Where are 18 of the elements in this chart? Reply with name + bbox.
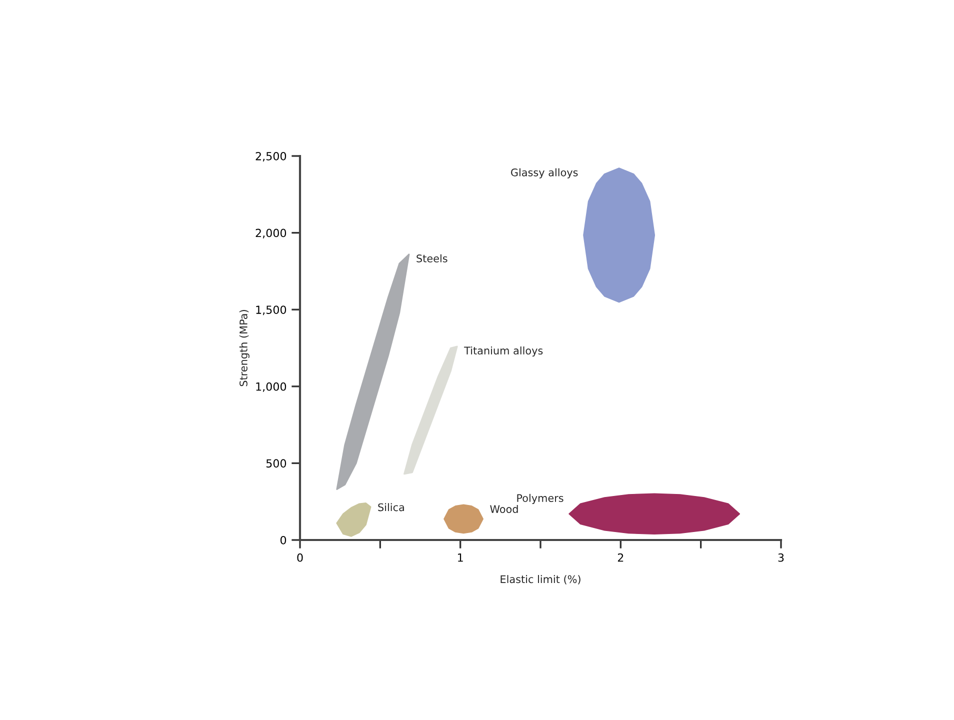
series-label: Glassy alloys xyxy=(511,168,578,178)
y-tick-label: 1,000 xyxy=(256,382,286,392)
x-tick-label: 1 xyxy=(458,554,463,562)
y-tick-label: 2,000 xyxy=(256,228,286,238)
series-label: Silica xyxy=(378,503,404,512)
y-tick-label: 2,500 xyxy=(256,152,286,162)
y-tick-label: 0 xyxy=(280,536,286,544)
y-tick-label: 500 xyxy=(266,459,286,468)
series-label: Wood xyxy=(490,504,518,514)
y-axis-title: Strength (MPa) xyxy=(239,310,250,386)
x-axis-title: Elastic limit (%) xyxy=(500,575,580,584)
series-label: Steels xyxy=(416,254,448,262)
series-label: Titanium alloys xyxy=(464,346,543,357)
x-tick-label: 3 xyxy=(778,553,784,562)
x-tick-label: 2 xyxy=(618,553,624,562)
x-tick-label: 0 xyxy=(297,553,303,562)
y-tick-label: 1,500 xyxy=(256,306,286,316)
series-label: Polymers xyxy=(517,494,564,504)
